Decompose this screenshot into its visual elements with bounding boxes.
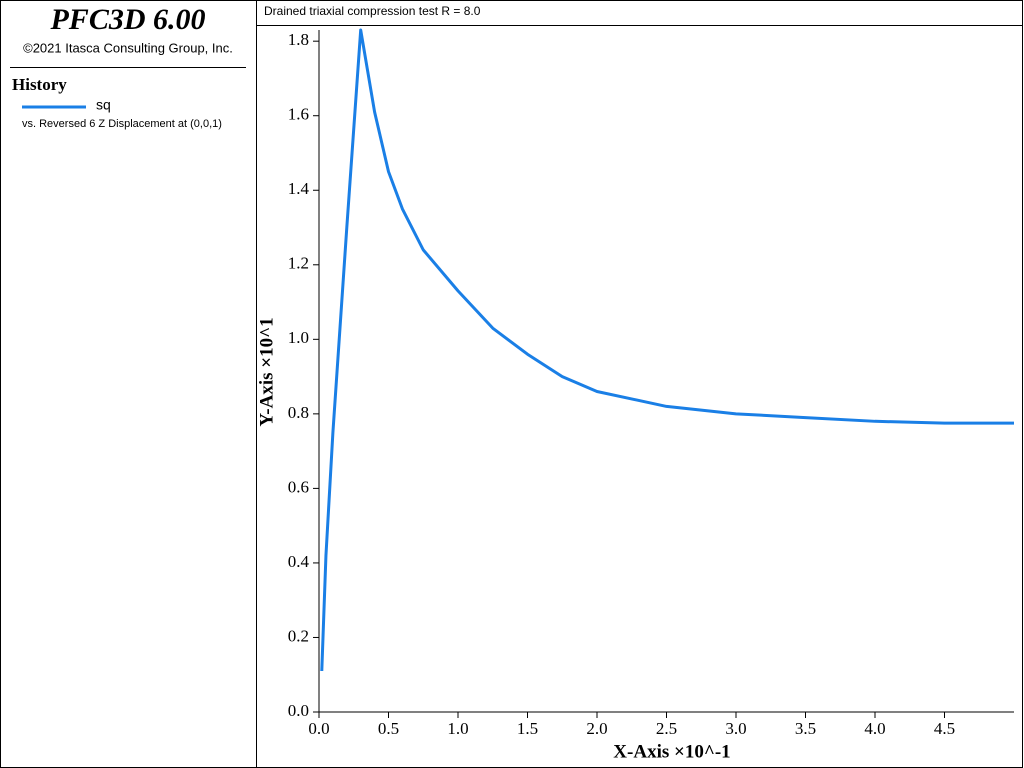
y-tick-label: 1.8: [288, 30, 309, 49]
series-line: [320, 28, 1014, 672]
y-tick-label: 1.2: [288, 254, 309, 273]
x-tick-label: 3.5: [795, 719, 816, 738]
side-panel: [0, 0, 257, 768]
x-tick-label: 1.5: [517, 719, 538, 738]
app-name: PFC3D 6.00: [49, 3, 205, 36]
panel-title: History: [12, 75, 67, 94]
y-axis-label: Y-Axis ×10^1: [256, 317, 277, 426]
x-tick-label: 0.0: [308, 719, 329, 738]
x-tick-label: 0.5: [378, 719, 399, 738]
y-tick-label: 0.6: [288, 477, 309, 496]
y-tick-label: 1.6: [288, 105, 309, 124]
y-tick-label: 0.4: [288, 552, 310, 571]
y-tick-label: 1.4: [288, 179, 310, 198]
x-tick-label: 3.0: [725, 719, 746, 738]
x-tick-label: 2.5: [656, 719, 677, 738]
plot-panel: [256, 0, 1023, 768]
y-tick-label: 0.2: [288, 626, 309, 645]
legend-label: sq: [96, 97, 111, 113]
x-axis-label: X-Axis ×10^-1: [613, 741, 730, 762]
copyright: ©2021 Itasca Consulting Group, Inc.: [23, 40, 233, 55]
y-tick-label: 0.0: [288, 701, 309, 720]
x-tick-label: 1.0: [447, 719, 468, 738]
y-tick-label: 1.0: [288, 328, 309, 347]
y-tick-label: 0.8: [288, 403, 309, 422]
x-tick-label: 4.5: [934, 719, 955, 738]
x-tick-label: 2.0: [586, 719, 607, 738]
x-tick-label: 4.0: [864, 719, 885, 738]
legend-subtitle: vs. Reversed 6 Z Displacement at (0,0,1): [22, 118, 222, 130]
chart-title: Drained triaxial compression test R = 8.…: [264, 4, 481, 18]
